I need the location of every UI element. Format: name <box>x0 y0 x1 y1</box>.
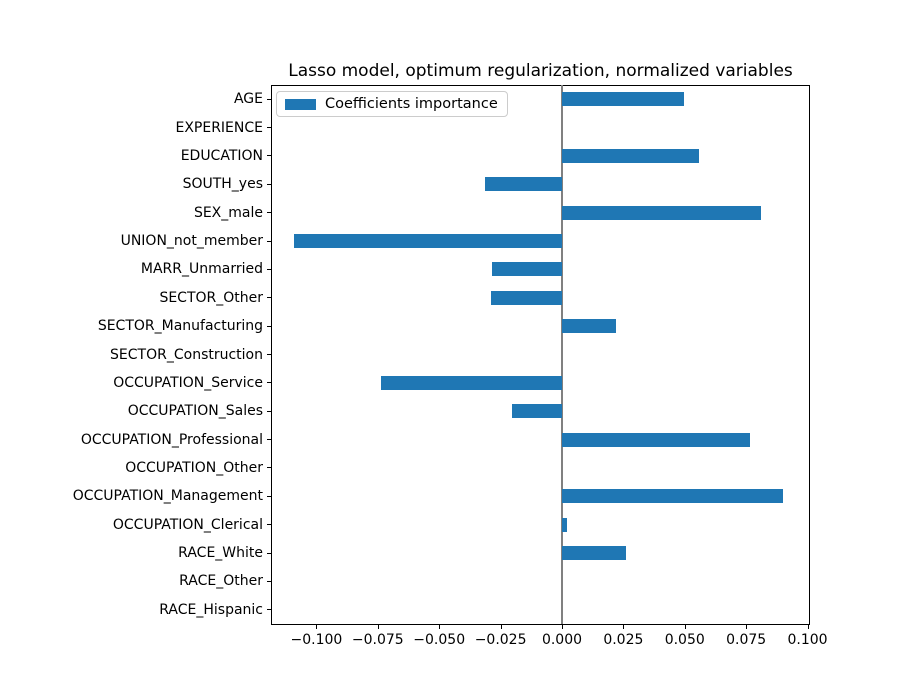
y-tick <box>267 609 271 611</box>
bar-RACE_White <box>561 546 626 561</box>
x-tick-label: −0.050 <box>413 632 466 648</box>
legend-swatch-icon <box>285 98 316 110</box>
zero-reference-line <box>560 85 563 624</box>
bar-SECTOR_Manufacturing <box>561 319 617 334</box>
x-tick-label: 0.075 <box>726 632 767 648</box>
bar-UNION_not_member <box>294 234 562 249</box>
y-tick-label: UNION_not_member <box>120 233 263 250</box>
bar-AGE <box>561 92 684 107</box>
y-tick <box>267 439 271 441</box>
y-tick-label: EXPERIENCE <box>175 119 263 136</box>
y-tick <box>267 297 271 299</box>
legend: Coefficients importance <box>276 91 508 117</box>
bar-MARR_Unmarried <box>492 262 562 277</box>
x-tick-label: 0.000 <box>541 632 583 648</box>
x-tick-label: 0.050 <box>664 632 705 648</box>
y-tick <box>267 467 271 469</box>
y-tick-label: OCCUPATION_Other <box>125 459 263 476</box>
bar-OCCUPATION_Sales <box>511 404 562 419</box>
y-tick-label: SECTOR_Other <box>159 289 263 306</box>
y-tick <box>267 524 271 526</box>
y-tick-label: SOUTH_yes <box>182 176 263 193</box>
y-tick-label: OCCUPATION_Clerical <box>112 516 263 533</box>
bar-OCCUPATION_Clerical <box>561 517 567 532</box>
chart-title: Lasso model, optimum regularization, nor… <box>288 61 793 81</box>
x-tick-label: −0.025 <box>474 632 527 648</box>
y-tick <box>267 410 271 412</box>
y-tick-label: SEX_male <box>193 204 263 221</box>
y-tick <box>267 240 271 242</box>
y-tick <box>267 382 271 384</box>
bar-EDUCATION <box>561 148 700 163</box>
x-tick-label: −0.100 <box>290 632 343 648</box>
y-tick-label: OCCUPATION_Sales <box>127 403 263 420</box>
bar-OCCUPATION_Professional <box>561 432 751 447</box>
y-tick-label: SECTOR_Construction <box>110 346 263 363</box>
y-tick <box>267 325 271 327</box>
y-tick-label: SECTOR_Manufacturing <box>97 318 263 335</box>
x-tick <box>623 625 625 629</box>
x-tick <box>684 625 686 629</box>
x-tick <box>561 625 563 629</box>
y-tick <box>267 495 271 497</box>
x-tick <box>377 625 379 629</box>
y-tick <box>267 354 271 355</box>
y-tick-label: RACE_Other <box>179 573 263 590</box>
x-tick <box>316 625 318 629</box>
legend-label: Coefficients importance <box>325 95 498 112</box>
y-tick-label: OCCUPATION_Professional <box>80 431 263 448</box>
y-tick <box>267 268 271 270</box>
y-tick-label: RACE_Hispanic <box>159 601 263 618</box>
y-tick <box>267 580 271 582</box>
y-tick-label: OCCUPATION_Management <box>72 488 263 505</box>
x-tick-label: 0.100 <box>787 632 828 648</box>
bar-OCCUPATION_Management <box>561 489 784 504</box>
x-tick-label: −0.075 <box>351 632 404 648</box>
y-tick <box>267 127 271 129</box>
y-tick <box>267 552 271 554</box>
y-tick-label: EDUCATION <box>180 147 263 164</box>
bar-SEX_male <box>561 205 761 220</box>
x-tick <box>807 625 809 629</box>
bar-SOUTH_yes <box>485 177 562 192</box>
bar-OCCUPATION_Service <box>380 375 562 390</box>
y-tick-label: OCCUPATION_Service <box>113 374 263 391</box>
axes <box>271 85 810 625</box>
y-tick-label: MARR_Unmarried <box>140 261 263 278</box>
y-tick-label: RACE_White <box>178 545 263 562</box>
x-tick-label: 0.025 <box>603 632 644 648</box>
y-tick <box>267 212 271 214</box>
x-tick <box>439 625 441 629</box>
y-tick-label: AGE <box>233 91 263 108</box>
x-tick <box>746 625 748 629</box>
y-tick <box>267 98 271 100</box>
y-tick <box>267 183 271 185</box>
bar-SECTOR_Other <box>490 290 562 305</box>
y-tick <box>267 155 271 157</box>
x-tick <box>500 625 502 629</box>
